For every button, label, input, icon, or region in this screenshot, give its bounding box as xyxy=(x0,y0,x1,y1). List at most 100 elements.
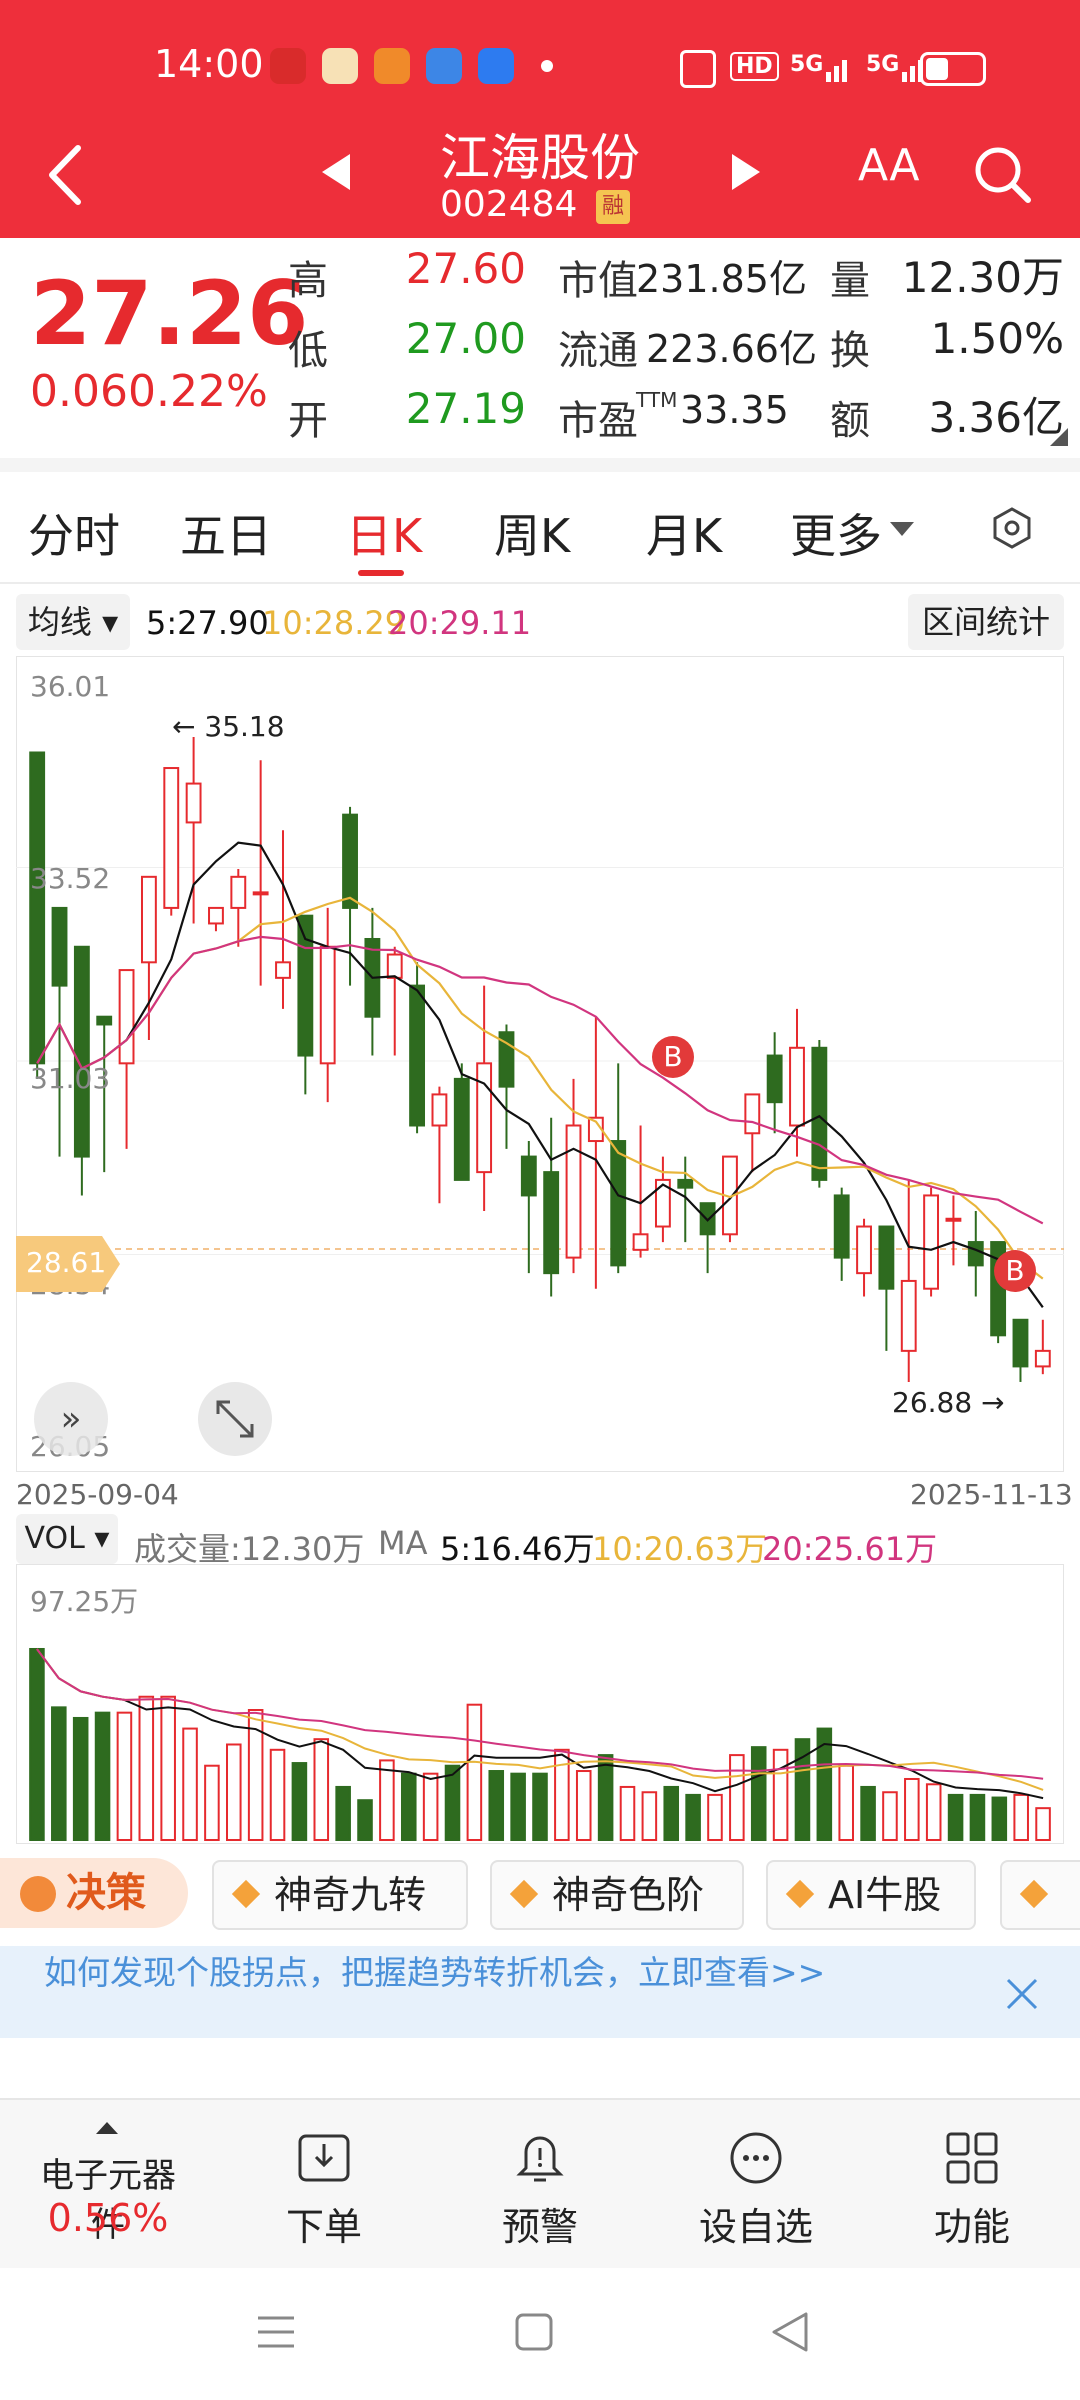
candle-body xyxy=(431,1093,448,1127)
candle-body xyxy=(878,1225,895,1290)
status-time: 14:00 xyxy=(154,42,264,86)
current-price-tag xyxy=(16,1236,120,1292)
expand-corner-icon[interactable] xyxy=(1050,428,1068,446)
volume-bar xyxy=(72,1716,89,1841)
search-icon[interactable] xyxy=(970,142,1034,206)
buy-signal-badge[interactable]: B xyxy=(652,1036,694,1078)
margin-badge: 融 xyxy=(596,190,630,224)
volume-bar xyxy=(182,1727,198,1841)
volume-bar xyxy=(466,1703,483,1841)
candle-body xyxy=(610,1140,627,1267)
candle-body xyxy=(163,767,180,909)
turnover-label: 换 xyxy=(830,328,870,374)
promo-banner-text[interactable]: 如何发现个股拐点，把握趋势转折机会，立即查看>> xyxy=(44,1953,826,1992)
price-change-pct: 0.22% xyxy=(128,366,268,417)
low-value: 27.00 xyxy=(405,314,526,363)
candle-body xyxy=(1012,1318,1029,1368)
promo-banner[interactable] xyxy=(0,1946,1080,2038)
volume-bar xyxy=(816,1727,833,1841)
chip-more[interactable] xyxy=(1000,1860,1080,1930)
volume-bar xyxy=(51,1706,67,1841)
candle-body xyxy=(766,1054,783,1104)
candle-body xyxy=(319,945,336,1065)
nav-order[interactable]: 下单 xyxy=(285,2205,362,2249)
x-end-date: 2025-11-13 xyxy=(910,1478,1073,1511)
chip-magic-color[interactable]: 神奇色阶 xyxy=(490,1860,744,1930)
battery-icon xyxy=(920,52,986,86)
decision-chip[interactable]: 决策 xyxy=(0,1858,188,1928)
tab-daily-k[interactable]: 日K xyxy=(346,509,423,563)
volume-bar xyxy=(991,1796,1008,1842)
volume-bar xyxy=(597,1754,614,1841)
decision-icon xyxy=(20,1876,56,1912)
volume-bar xyxy=(1013,1793,1029,1842)
order-tray-icon[interactable] xyxy=(296,2130,352,2186)
chip-magic-nine[interactable]: 神奇九转 xyxy=(212,1860,468,1930)
buy-signal-badge[interactable]: B xyxy=(994,1250,1036,1292)
sector-name[interactable]: 电子元器件 xyxy=(40,2156,176,2245)
pe-value: 33.35 xyxy=(680,388,789,432)
volume-bar xyxy=(575,1770,592,1841)
candle-body xyxy=(118,969,135,1065)
close-icon[interactable] xyxy=(1004,1976,1040,2012)
tab-five-day[interactable]: 五日 xyxy=(180,509,272,563)
home-icon[interactable] xyxy=(514,2312,554,2352)
candle-body xyxy=(677,1178,694,1189)
range-stat-button[interactable]: 区间统计 xyxy=(908,594,1064,650)
candle-body xyxy=(967,1241,984,1267)
volume-bar xyxy=(685,1793,701,1842)
chip-ai-stock[interactable]: AI牛股 xyxy=(766,1860,976,1930)
section-divider xyxy=(0,458,1080,472)
tab-divider xyxy=(0,582,1080,584)
nav-watchlist[interactable]: 设自选 xyxy=(698,2205,813,2249)
candle-body xyxy=(185,782,202,824)
grid-function-icon[interactable] xyxy=(944,2130,1000,2186)
kline-chart[interactable] xyxy=(16,656,1064,1472)
settings-hexagon-icon[interactable] xyxy=(990,506,1034,550)
tab-monthly-k[interactable]: 月K xyxy=(646,509,723,563)
low-label: 低 xyxy=(288,328,328,374)
nav-functions[interactable]: 功能 xyxy=(933,2205,1010,2249)
tab-more[interactable]: 更多 xyxy=(790,509,882,563)
menu-icon[interactable] xyxy=(256,2314,296,2350)
back-arrow-icon[interactable] xyxy=(40,140,90,210)
volume-bar xyxy=(94,1711,111,1841)
candle-body xyxy=(208,906,224,925)
tab-intraday[interactable]: 分时 xyxy=(28,509,120,563)
volume-bar xyxy=(226,1743,242,1841)
volume-bar xyxy=(269,1748,286,1841)
current-price-tag-label: 28.61 xyxy=(26,1246,107,1279)
nav-alert[interactable]: 预警 xyxy=(501,2205,578,2249)
decision-chip-label: 决策 xyxy=(66,1870,146,1916)
volume-bar xyxy=(619,1785,636,1841)
chip-magic-color-label: 神奇色阶 xyxy=(552,1873,705,1917)
amount-label: 额 xyxy=(830,398,870,444)
next-stock-icon[interactable] xyxy=(726,150,766,194)
system-nav-bar xyxy=(0,2268,1080,2400)
volume-chart[interactable] xyxy=(16,1564,1064,1844)
candle-body xyxy=(923,1194,940,1290)
candle-body xyxy=(409,984,426,1127)
candle-body xyxy=(945,1217,962,1222)
app-notification-icon xyxy=(478,48,514,84)
bell-alert-icon[interactable] xyxy=(512,2128,568,2188)
volume-bar xyxy=(1035,1807,1051,1841)
fullscreen-icon[interactable] xyxy=(198,1382,272,1456)
indicator-selector-button[interactable]: VOL ▾ xyxy=(16,1514,118,1564)
volume-bar xyxy=(313,1738,330,1842)
ma-selector-button[interactable]: 均线 ▾ xyxy=(16,594,130,650)
font-size-button[interactable]: AA xyxy=(858,140,920,191)
prev-stock-icon[interactable] xyxy=(316,150,356,194)
back-icon[interactable] xyxy=(770,2310,810,2354)
candle-body xyxy=(252,891,269,896)
volume-ma10: 10:20.63万 xyxy=(592,1530,768,1568)
volume-bar xyxy=(422,1772,439,1841)
vol-ma20-line xyxy=(36,1648,1044,1780)
tab-weekly-k[interactable]: 周K xyxy=(494,509,571,563)
stock-name: 江海股份 xyxy=(440,129,640,187)
add-watchlist-icon[interactable] xyxy=(728,2130,784,2186)
volume-ma20: 20:25.61万 xyxy=(762,1530,938,1568)
volume-bar xyxy=(969,1793,986,1842)
y-tick-label: 31.03 xyxy=(30,1062,111,1095)
expand-sidebar-icon[interactable]: » xyxy=(34,1382,108,1456)
